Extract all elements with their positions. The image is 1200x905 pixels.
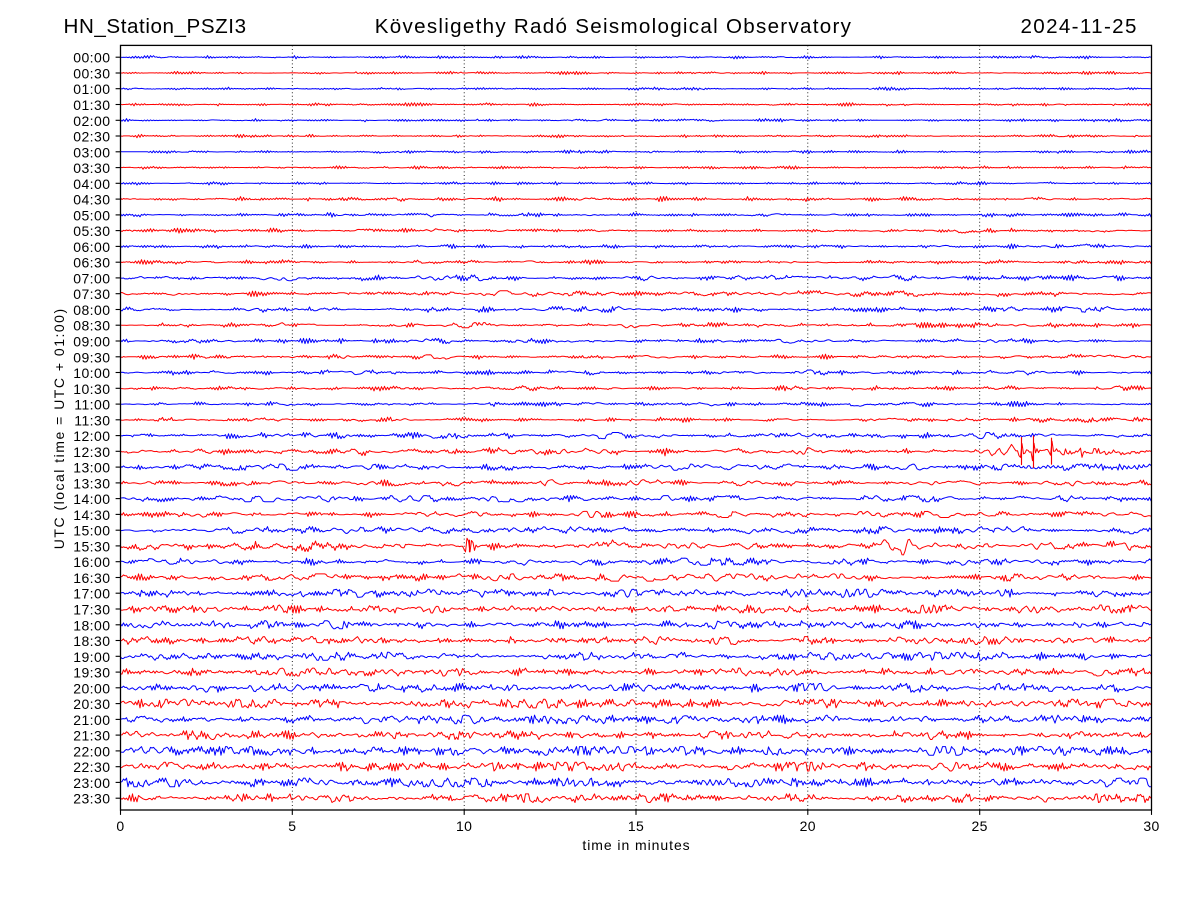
svg-text:25: 25 <box>972 818 988 834</box>
svg-text:0: 0 <box>116 818 124 834</box>
svg-text:02:30: 02:30 <box>73 129 110 145</box>
svg-text:2024-11-25: 2024-11-25 <box>1020 15 1137 38</box>
svg-text:11:30: 11:30 <box>74 412 110 428</box>
svg-text:09:00: 09:00 <box>73 334 110 350</box>
svg-text:23:30: 23:30 <box>73 791 110 807</box>
svg-text:09:30: 09:30 <box>73 349 110 365</box>
svg-text:20:00: 20:00 <box>73 680 110 696</box>
svg-text:20: 20 <box>800 818 816 834</box>
svg-text:11:00: 11:00 <box>74 397 110 413</box>
svg-text:06:30: 06:30 <box>73 255 110 271</box>
svg-text:13:30: 13:30 <box>73 475 110 491</box>
svg-text:19:00: 19:00 <box>73 649 110 665</box>
svg-text:17:00: 17:00 <box>73 586 110 602</box>
svg-text:14:00: 14:00 <box>73 491 110 507</box>
svg-text:12:00: 12:00 <box>73 428 110 444</box>
svg-text:21:30: 21:30 <box>73 728 110 744</box>
svg-text:00:30: 00:30 <box>73 66 110 82</box>
svg-text:UTC (local time = UTC + 01:00): UTC (local time = UTC + 01:00) <box>51 307 67 549</box>
svg-text:05:00: 05:00 <box>73 207 110 223</box>
svg-text:22:30: 22:30 <box>73 759 110 775</box>
svg-text:05:30: 05:30 <box>73 223 110 239</box>
svg-text:10: 10 <box>456 818 472 834</box>
svg-text:03:30: 03:30 <box>73 160 110 176</box>
svg-text:00:00: 00:00 <box>73 50 110 66</box>
svg-text:13:00: 13:00 <box>73 460 110 476</box>
svg-text:04:00: 04:00 <box>73 176 110 192</box>
svg-text:10:30: 10:30 <box>73 381 110 397</box>
svg-text:04:30: 04:30 <box>73 192 110 208</box>
svg-text:15:30: 15:30 <box>73 538 110 554</box>
svg-text:22:00: 22:00 <box>73 743 110 759</box>
svg-text:10:00: 10:00 <box>73 365 110 381</box>
svg-text:HN_Station_PSZI3: HN_Station_PSZI3 <box>64 15 247 38</box>
svg-text:03:00: 03:00 <box>73 144 110 160</box>
svg-text:15:00: 15:00 <box>73 523 110 539</box>
svg-text:20:30: 20:30 <box>73 696 110 712</box>
svg-text:21:00: 21:00 <box>73 712 110 728</box>
svg-text:time in minutes: time in minutes <box>582 837 690 853</box>
svg-text:01:00: 01:00 <box>73 81 110 97</box>
svg-text:06:00: 06:00 <box>73 239 110 255</box>
svg-text:16:00: 16:00 <box>73 554 110 570</box>
svg-text:08:00: 08:00 <box>73 302 110 318</box>
svg-text:17:30: 17:30 <box>73 602 110 618</box>
svg-text:08:30: 08:30 <box>73 318 110 334</box>
svg-text:14:30: 14:30 <box>73 507 110 523</box>
svg-text:01:30: 01:30 <box>73 97 110 113</box>
svg-text:18:30: 18:30 <box>73 633 110 649</box>
svg-text:Kövesligethy Radó Seismologica: Kövesligethy Radó Seismological Observat… <box>375 15 852 38</box>
svg-text:18:00: 18:00 <box>73 617 110 633</box>
svg-text:5: 5 <box>288 818 296 834</box>
svg-text:15: 15 <box>628 818 644 834</box>
svg-text:07:30: 07:30 <box>73 286 110 302</box>
svg-text:07:00: 07:00 <box>73 270 110 286</box>
svg-text:16:30: 16:30 <box>73 570 110 586</box>
svg-text:02:00: 02:00 <box>73 113 110 129</box>
svg-text:23:00: 23:00 <box>73 775 110 791</box>
svg-text:19:30: 19:30 <box>73 665 110 681</box>
svg-text:12:30: 12:30 <box>73 444 110 460</box>
svg-text:30: 30 <box>1143 818 1159 834</box>
